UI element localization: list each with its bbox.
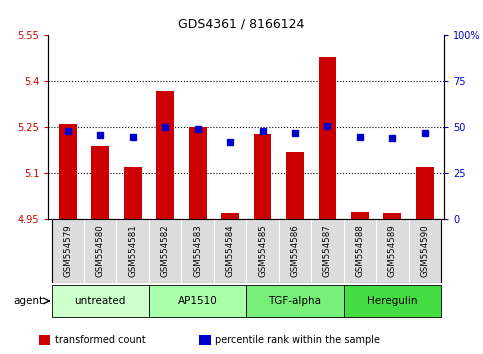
Text: GSM554587: GSM554587 [323,224,332,277]
Text: GSM554583: GSM554583 [193,224,202,277]
Bar [52,219,84,283]
Bar [254,133,271,219]
Bar [384,213,401,219]
Bar [311,219,344,283]
Text: GSM554589: GSM554589 [388,224,397,277]
Bar [52,285,149,317]
Text: GSM554590: GSM554590 [420,224,429,277]
Bar [189,127,207,219]
Bar [156,91,174,219]
Text: AP1510: AP1510 [178,296,217,306]
Text: GSM554585: GSM554585 [258,224,267,277]
Text: transformed count: transformed count [55,335,145,345]
Bar [116,219,149,283]
Bar [246,285,344,317]
Text: GSM554579: GSM554579 [63,224,72,277]
Bar [416,167,434,219]
Text: GSM554588: GSM554588 [355,224,365,277]
Bar [221,213,239,219]
Text: GDS4361 / 8166124: GDS4361 / 8166124 [178,18,305,31]
Bar [182,219,214,283]
Text: TGF-alpha: TGF-alpha [269,296,322,306]
Text: GSM554580: GSM554580 [96,224,105,277]
Bar [199,335,211,345]
Bar [39,335,50,345]
Bar [376,219,409,283]
Text: GSM554584: GSM554584 [226,224,235,277]
Text: agent: agent [14,296,43,306]
Bar [149,285,246,317]
Text: GSM554582: GSM554582 [161,224,170,277]
Bar [124,167,142,219]
Text: percentile rank within the sample: percentile rank within the sample [215,335,380,345]
Bar [91,146,109,219]
Bar [59,124,77,219]
Text: GSM554581: GSM554581 [128,224,137,277]
Text: GSM554586: GSM554586 [291,224,299,277]
Bar [351,212,369,219]
Bar [409,219,441,283]
Bar [286,152,304,219]
Bar [149,219,182,283]
Bar [319,57,337,219]
Text: untreated: untreated [74,296,126,306]
Bar [214,219,246,283]
Bar [344,219,376,283]
Bar [279,219,311,283]
Text: Heregulin: Heregulin [367,296,418,306]
Bar [344,285,441,317]
Bar [84,219,116,283]
Bar [246,219,279,283]
